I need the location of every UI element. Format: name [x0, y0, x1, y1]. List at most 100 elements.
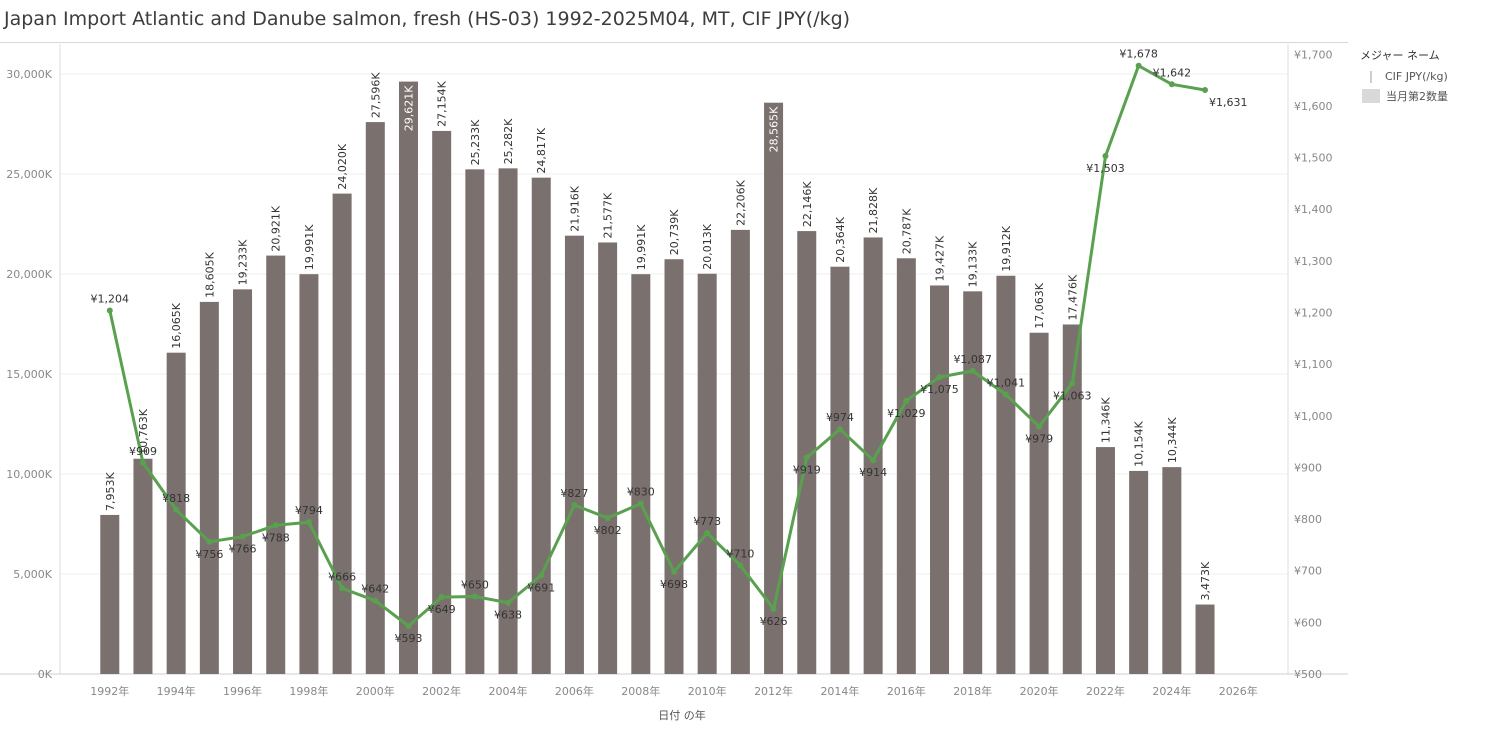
bar — [564, 235, 584, 674]
x-tick-label: 2014年 — [820, 684, 859, 698]
line-point — [139, 459, 146, 466]
bar — [498, 168, 518, 675]
line-point — [803, 454, 810, 461]
line-value-label: ¥1,204 — [91, 292, 130, 305]
bar — [930, 285, 950, 674]
bar-value-label: 18,605K — [203, 251, 216, 297]
x-tick-label: 2022年 — [1086, 684, 1125, 698]
bar-value-label: 27,154K — [436, 80, 449, 126]
y-right-tick-label: ¥1,300 — [1294, 255, 1333, 268]
x-tick-label: 1992年 — [90, 684, 129, 698]
x-tick-label: 2004年 — [489, 684, 528, 698]
y-left-tick-label: 5,000K — [13, 568, 52, 581]
line-point — [737, 562, 744, 569]
y-left-tick-label: 0K — [38, 668, 53, 681]
line-point — [637, 500, 644, 507]
bar-value-label: 25,282K — [502, 118, 515, 164]
bar — [1029, 332, 1049, 674]
bar — [133, 458, 153, 674]
line-value-label: ¥1,029 — [887, 407, 926, 420]
line-point — [1135, 62, 1142, 69]
x-tick-label: 2006年 — [555, 684, 594, 698]
line-swatch-icon — [1370, 70, 1372, 83]
bar-value-label: 20,921K — [270, 205, 283, 251]
bar — [432, 130, 452, 675]
line-value-label: ¥1,631 — [1209, 96, 1248, 109]
line-point — [571, 502, 578, 509]
bar-value-label: 24,020K — [336, 143, 349, 189]
legend[interactable]: メジャー ネーム CIF JPY(/kg) 当月第2数量 — [1360, 47, 1448, 105]
bar-value-label: 20,787K — [900, 208, 913, 254]
bar-value-label: 20,013K — [701, 223, 714, 269]
bar — [830, 266, 850, 674]
x-tick-label: 2020年 — [1020, 684, 1059, 698]
line-point — [405, 622, 412, 629]
bar-value-label: 19,233K — [237, 239, 250, 285]
line-value-label: ¥802 — [594, 524, 622, 537]
bar — [1195, 604, 1215, 674]
bar-value-label: 21,828K — [867, 187, 880, 233]
bar — [631, 274, 651, 674]
y-right-tick-label: ¥700 — [1294, 565, 1322, 578]
legend-item-cif-line[interactable]: CIF JPY(/kg) — [1360, 67, 1448, 86]
line-point — [604, 515, 611, 522]
legend-title: メジャー ネーム — [1360, 49, 1440, 62]
line-point — [305, 519, 312, 526]
bar — [1162, 467, 1182, 674]
line-value-label: ¥650 — [461, 579, 489, 592]
title-divider — [0, 42, 1348, 43]
y-left-tick-label: 20,000K — [6, 268, 52, 281]
x-tick-label: 1998年 — [289, 684, 328, 698]
line-point — [471, 593, 478, 600]
legend-item-quantity-bar[interactable]: 当月第2数量 — [1360, 86, 1448, 105]
x-tick-label: 2000年 — [356, 684, 395, 698]
line-point — [1069, 380, 1076, 387]
bar-value-label: 22,206K — [734, 179, 747, 225]
bar — [100, 514, 120, 674]
x-tick-label: 2008年 — [621, 684, 660, 698]
line-value-label: ¥766 — [229, 543, 257, 556]
y-right-tick-label: ¥1,500 — [1294, 152, 1333, 165]
bar-value-label: 7,953K — [104, 471, 117, 510]
line-point — [671, 568, 677, 575]
bar-value-label: 11,346K — [1099, 397, 1112, 443]
bar-value-label: 20,739K — [668, 209, 681, 255]
bar-swatch-icon — [1362, 88, 1380, 103]
y-right-tick-label: ¥800 — [1294, 513, 1322, 526]
line-value-label: ¥773 — [693, 515, 721, 528]
line-point — [969, 367, 976, 374]
line-point — [538, 572, 545, 579]
bar — [797, 231, 817, 674]
line-point — [173, 506, 180, 513]
bar-value-label: 27,596K — [369, 72, 382, 118]
line-value-label: ¥642 — [361, 583, 389, 596]
x-axis-title: 日付 の年 — [658, 708, 706, 722]
line-point — [1202, 86, 1209, 93]
line-value-label: ¥1,041 — [987, 377, 1026, 390]
line-point — [936, 374, 943, 381]
x-tick-label: 2012年 — [754, 684, 793, 698]
bar-value-label: 29,621K — [402, 85, 415, 131]
line-value-label: ¥974 — [826, 411, 854, 424]
line-value-label: ¥1,075 — [920, 383, 959, 396]
bar-value-label: 10,344K — [1166, 417, 1179, 463]
line-point — [836, 426, 843, 433]
bar — [199, 301, 219, 674]
x-tick-label: 2018年 — [953, 684, 992, 698]
line-value-label: ¥979 — [1025, 433, 1053, 446]
bar — [332, 193, 352, 674]
line-point — [505, 599, 512, 606]
chart-title: Japan Import Atlantic and Danube salmon,… — [4, 8, 851, 30]
legend-label: 当月第2数量 — [1386, 89, 1448, 103]
bar-value-label: 21,916K — [568, 185, 581, 231]
bar — [299, 274, 319, 674]
bar-value-label: 17,476K — [1066, 274, 1079, 320]
x-tick-label: 2024年 — [1152, 684, 1191, 698]
x-tick-label: 2002年 — [422, 684, 461, 698]
line-value-label: ¥1,063 — [1053, 389, 1092, 402]
line-value-label: ¥638 — [494, 609, 522, 622]
line-value-label: ¥698 — [660, 578, 688, 591]
x-tick-label: 2026年 — [1219, 684, 1258, 698]
line-point — [1036, 423, 1043, 430]
